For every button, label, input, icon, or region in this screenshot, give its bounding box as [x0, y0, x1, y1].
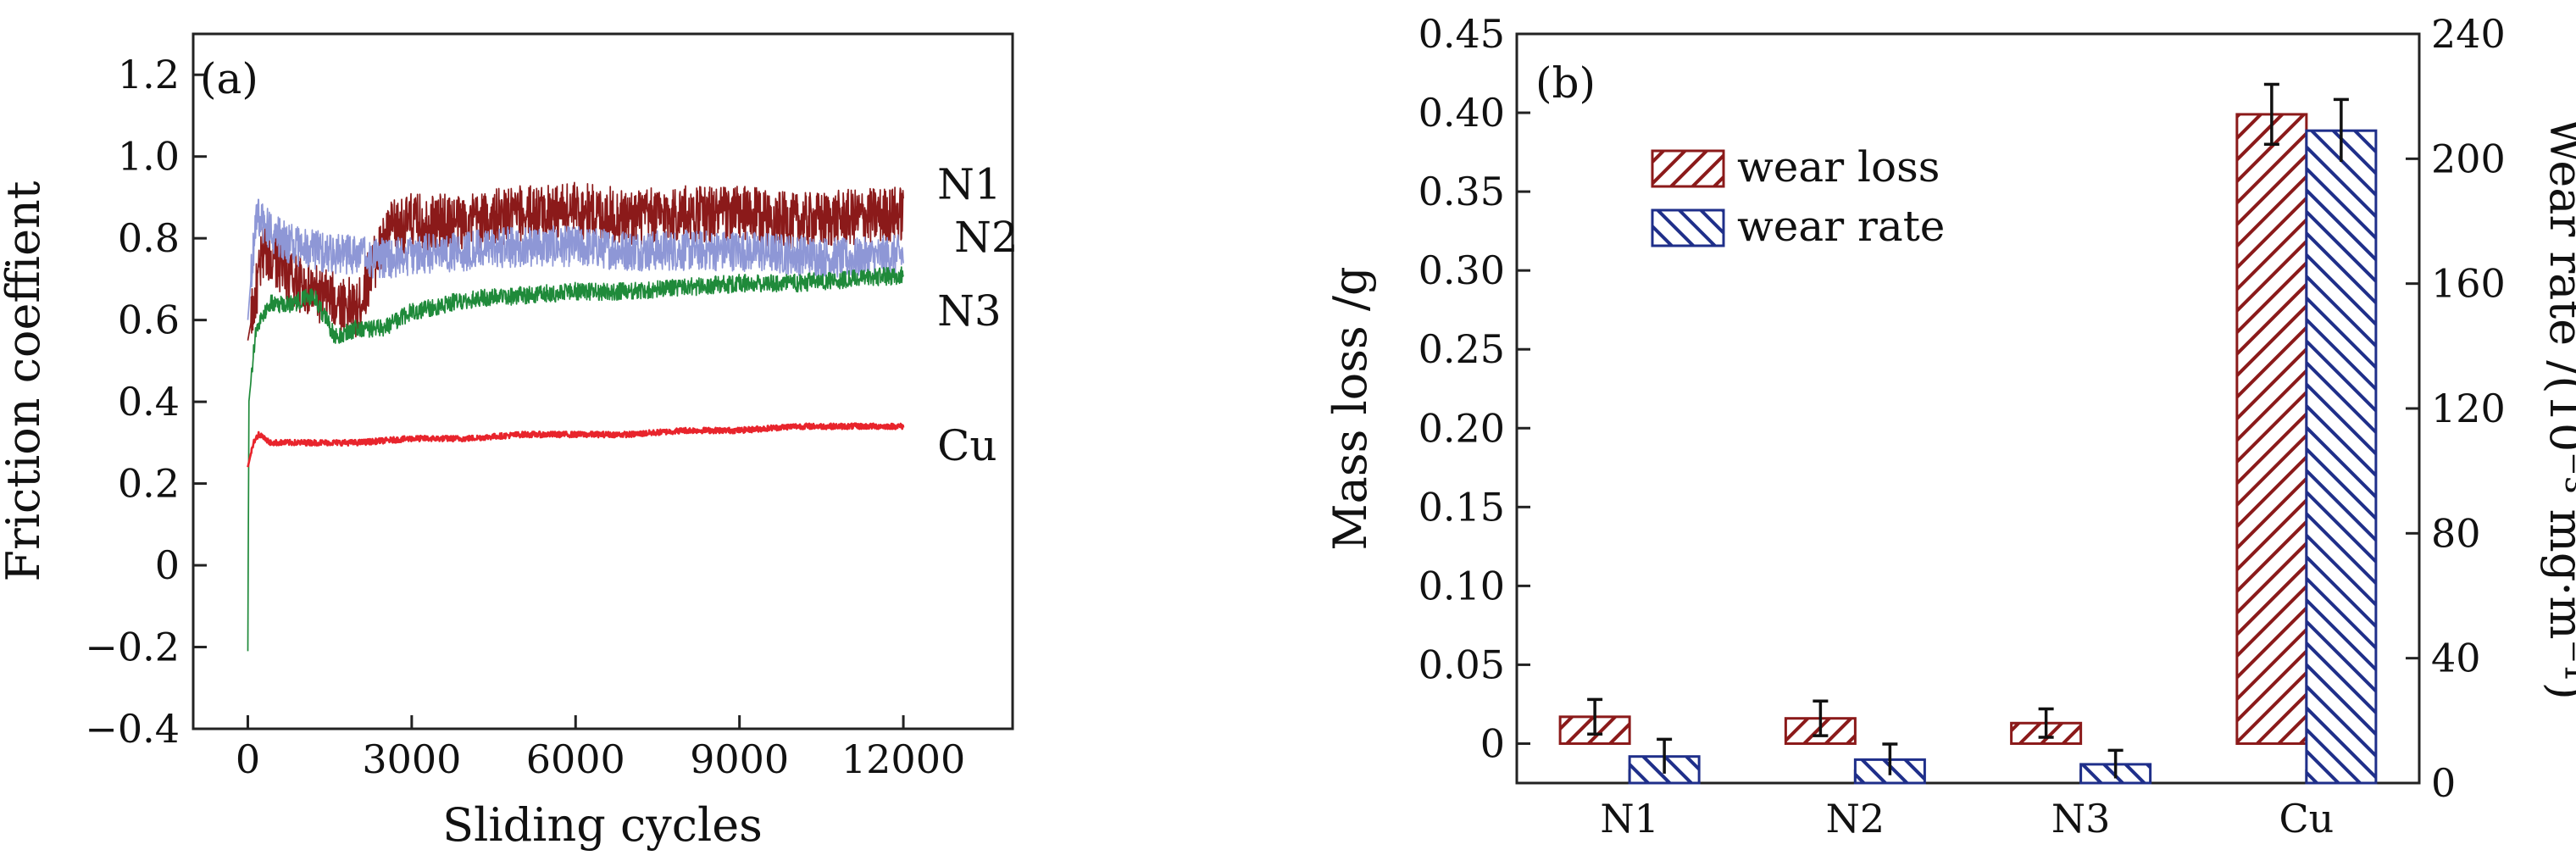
chart-b-x-tick-label: N2: [1826, 796, 1885, 842]
chart-b-x-tick-label: N1: [1600, 796, 1659, 842]
chart-a-x-tick-label: 9000: [690, 736, 789, 782]
chart-a-y-tick-label: 1.0: [118, 134, 180, 180]
chart-b-y-tick-label: 0.25: [1418, 326, 1505, 372]
chart-b-right-axis: 0 40 80 120 160 200 240: [2406, 11, 2506, 806]
chart-b-y2-tick-label: 160: [2431, 261, 2506, 307]
bar-wear-rate-cu: [2305, 129, 2378, 785]
legend-swatch-wear-rate: [1651, 208, 1725, 247]
series-label-cu: Cu: [937, 421, 997, 470]
chart-b-y-tick-label: 0: [1480, 720, 1505, 766]
bar-wear-loss-cu: [2235, 113, 2308, 745]
chart-a-y-tick-label: 1.2: [118, 52, 180, 97]
chart-b-y2-tick-label: 80: [2431, 510, 2481, 556]
chart-a-x-tick-label: 12000: [841, 736, 965, 782]
chart-a-x-axis: 0 3000 6000 9000 12000: [236, 715, 965, 782]
chart-b-y-axis-label: Mass loss /g: [1324, 266, 1377, 550]
chart-b-y2-axis-label: Wear rate /(10⁻³ mg·m⁻¹): [2540, 117, 2576, 700]
chart-a-x-axis-label: Sliding cycles: [442, 798, 763, 852]
series-label-n1: N1: [937, 159, 1002, 208]
series-line-n3: [247, 266, 904, 652]
chart-b-legend: wear loss wear rate: [1651, 142, 1945, 251]
chart-b-y-tick-label: 0.20: [1418, 405, 1505, 451]
chart-b-x-tick-label: Cu: [2279, 796, 2334, 842]
chart-a-x-tick-label: 6000: [526, 736, 625, 782]
chart-a-y-tick-label: 0: [155, 542, 180, 588]
chart-a-y-tick-label: 0.2: [118, 461, 180, 507]
legend-swatch-wear-loss: [1651, 149, 1725, 188]
chart-b-y-tick-label: 0.40: [1418, 90, 1505, 136]
chart-a-series-labels: N1 N2 N3 Cu: [937, 159, 1019, 470]
friction-chart: 0 3000 6000 9000 12000 −0.4 −0.2 0 0.2 0.4 0.6 0.8…: [0, 32, 1019, 852]
chart-b-y-tick-label: 0.45: [1418, 11, 1505, 57]
wear-chart: 0 0.05 0.10 0.15 0.20 0.25 0.30 0.35 0.40 0.45 0 4…: [1324, 11, 2576, 842]
chart-b-y2-tick-label: 0: [2431, 760, 2456, 806]
series-line-cu: [247, 422, 905, 468]
chart-a-y-tick-label: 0.8: [118, 215, 180, 261]
chart-a-x-tick-label: 3000: [362, 736, 461, 782]
chart-b-panel-label: (b): [1535, 58, 1596, 108]
chart-a-series-lines: [247, 181, 905, 652]
chart-b-left-axis: 0 0.05 0.10 0.15 0.20 0.25 0.30 0.35 0.40 0.45: [1418, 11, 1530, 766]
chart-b-y-tick-label: 0.10: [1418, 563, 1505, 608]
chart-a-y-tick-label: 0.6: [118, 297, 180, 343]
series-label-n2: N2: [954, 213, 1019, 262]
series-label-n3: N3: [937, 286, 1002, 336]
chart-b-y2-tick-label: 240: [2431, 11, 2506, 57]
chart-b-x-axis: N1 N2 N3 Cu: [1600, 769, 2334, 842]
chart-a-y-axis-label: Friction coeffient: [0, 181, 50, 581]
chart-a-x-tick-label: 0: [236, 736, 260, 782]
chart-b-y2-tick-label: 200: [2431, 136, 2506, 181]
chart-b-x-tick-label: N3: [2051, 796, 2111, 842]
chart-b-y2-tick-label: 40: [2431, 636, 2481, 681]
legend-label-wear-rate: wear rate: [1737, 202, 1945, 251]
chart-a-panel-label: (a): [200, 54, 258, 103]
chart-b-bars: [1558, 82, 2378, 785]
series-line-n1: [247, 181, 904, 341]
chart-a-y-tick-label: −0.2: [85, 625, 180, 670]
chart-b-y-tick-label: 0.05: [1418, 642, 1505, 687]
chart-b-y-tick-label: 0.30: [1418, 247, 1505, 293]
chart-b-y-tick-label: 0.35: [1418, 169, 1505, 214]
chart-a-frame: [192, 32, 1014, 730]
legend-label-wear-loss: wear loss: [1737, 142, 1940, 192]
chart-b-y2-tick-label: 120: [2431, 386, 2506, 431]
chart-b-y-tick-label: 0.15: [1418, 484, 1505, 530]
chart-a-y-tick-label: −0.4: [85, 706, 180, 752]
series-line-n2: [247, 198, 904, 320]
chart-a-y-axis: −0.4 −0.2 0 0.2 0.4 0.6 0.8 1.0 1.2: [85, 52, 207, 752]
chart-a-y-tick-label: 0.4: [118, 379, 180, 425]
